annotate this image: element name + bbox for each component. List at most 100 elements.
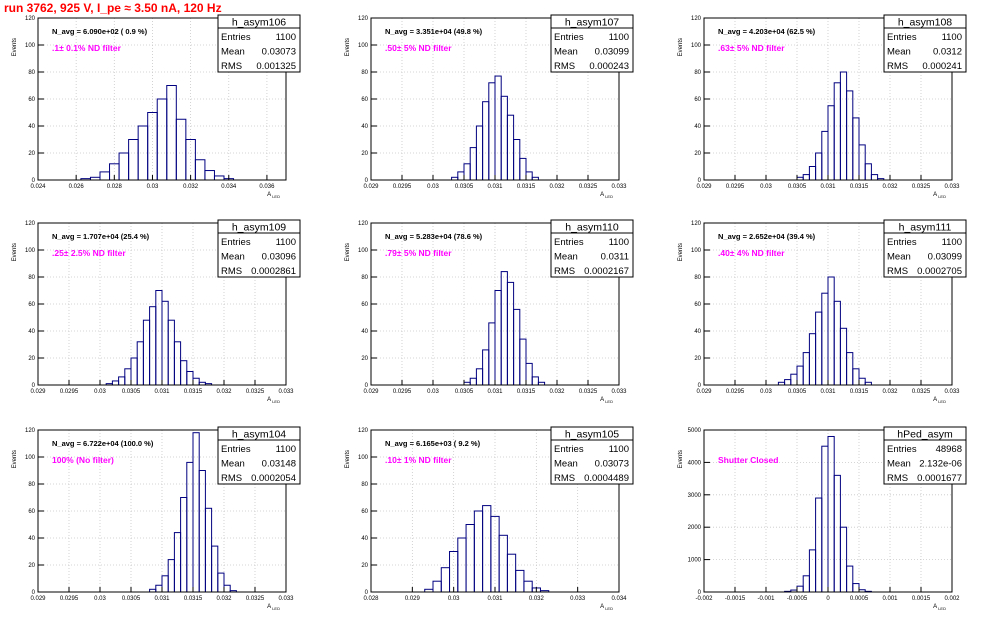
x-tick-label: 0.0295 (60, 389, 79, 395)
stats-box (550, 426, 634, 485)
stats-value: 1100 (609, 444, 629, 455)
stats-box (883, 426, 967, 485)
y-tick-label: 120 (691, 221, 702, 227)
stats-label: Mean (554, 459, 578, 470)
histogram-bin (498, 534, 508, 593)
stats-value: 0.0001677 (917, 473, 962, 484)
x-tick-label: 0.0295 (726, 389, 745, 395)
stats-value: 0.03148 (262, 459, 296, 470)
stats-label: Mean (887, 252, 911, 263)
y-tick-label: 80 (694, 275, 701, 281)
x-tick-label: 0.03 (760, 389, 772, 395)
x-tick-label: 0.0295 (393, 389, 412, 395)
stats-value: 0.03099 (928, 252, 962, 263)
navg-label: N_avg = 5.283e+04 (78.6 %) (385, 232, 483, 241)
stats-value: 0.0311 (601, 252, 629, 263)
y-tick-label: 80 (361, 70, 368, 76)
x-tick-label: 0.0315 (184, 389, 203, 395)
histogram-bin (827, 435, 835, 593)
filter-label: .79± 5% ND filter (385, 248, 452, 258)
x-tick-label: 0.032 (183, 184, 199, 190)
x-tick-label: 0.0295 (60, 596, 79, 602)
histogram-bin (482, 349, 490, 386)
histogram-bin (180, 360, 188, 386)
x-tick-label: 0.0325 (246, 389, 265, 395)
y-axis-title: Events (345, 38, 351, 56)
stats-value: 0.03073 (262, 47, 296, 58)
y-tick-label: 40 (28, 329, 35, 335)
x-tick-label: 0.032 (882, 389, 898, 395)
y-axis-title: Events (12, 450, 18, 468)
histogram-bin (858, 377, 866, 386)
x-tick-label: 0.032 (549, 389, 565, 395)
histogram-panel-h_asym105: 0.028 0.029 0.03 0.031 0.032 0.033 0.034 0 20 40 6… (345, 426, 634, 611)
stats-label: RMS (554, 266, 575, 277)
x-axis-title: A LED (600, 192, 613, 199)
histogram-name: h_asym108 (898, 17, 952, 29)
histogram-bin (167, 559, 175, 593)
histogram-bin (515, 569, 525, 593)
histogram-bin (136, 341, 144, 386)
histogram-bin (852, 117, 860, 181)
stats-box (883, 219, 967, 278)
histogram-bin (796, 585, 804, 593)
filter-label: .10± 1% ND filter (385, 455, 452, 465)
histogram-bin (175, 118, 187, 181)
histogram-bin (513, 139, 521, 181)
histogram-name: h_asym107 (565, 17, 619, 29)
x-tick-label: 0.031 (820, 184, 836, 190)
y-tick-label: 1000 (688, 558, 702, 564)
x-tick-label: 0.032 (216, 596, 232, 602)
y-tick-label: 3000 (688, 493, 702, 499)
histogram-bin (432, 580, 442, 593)
x-tick-label: 0.0315 (184, 596, 203, 602)
stats-box (217, 426, 301, 485)
y-tick-label: 60 (694, 97, 701, 103)
x-tick-label: 0.001 (882, 596, 898, 602)
y-tick-label: 20 (694, 356, 701, 362)
histogram-bin (166, 85, 177, 181)
histogram-bin (802, 352, 810, 386)
stats-value: 1100 (276, 32, 296, 43)
y-tick-label: 4000 (688, 460, 702, 466)
x-tick-label: 0.0325 (579, 184, 598, 190)
y-tick-label: 2000 (688, 525, 702, 531)
stats-label: RMS (554, 473, 575, 484)
stats-label: Mean (887, 459, 911, 470)
filter-label: .63± 5% ND filter (718, 43, 785, 53)
stats-label: Entries (554, 32, 584, 43)
stats-label: RMS (887, 266, 908, 277)
y-tick-label: 60 (361, 97, 368, 103)
y-axis-title: Events (678, 38, 684, 56)
stats-label: RMS (221, 266, 242, 277)
y-tick-label: 5000 (688, 428, 702, 434)
x-tick-label: 0.032 (549, 184, 565, 190)
x-tick-label: 0.0315 (517, 184, 536, 190)
histogram-bin (167, 319, 175, 386)
histogram-bin (147, 112, 158, 181)
histogram-bin (519, 157, 527, 181)
stats-value: 1100 (276, 237, 296, 248)
x-tick-label: 0.03 (94, 596, 106, 602)
y-axis-title: Events (12, 243, 18, 261)
histogram-name: h_asym109 (232, 222, 286, 234)
stats-label: Mean (554, 252, 578, 263)
y-tick-label: 20 (28, 151, 35, 157)
y-tick-label: 100 (25, 455, 36, 461)
histogram-panel-h_asym109: 0.029 0.0295 0.03 0.0305 0.031 0.0315 0.032 0.0… (12, 219, 301, 404)
y-tick-label: 80 (694, 70, 701, 76)
y-axis-title: Events (678, 450, 684, 468)
histogram-bin (821, 130, 829, 181)
y-tick-label: 40 (28, 536, 35, 542)
stats-value: 2.132e-06 (919, 459, 962, 470)
x-tick-label: 0.029 (696, 184, 712, 190)
y-tick-label: 60 (694, 302, 701, 308)
histogram-bin (833, 82, 841, 181)
histogram-bin (118, 152, 130, 181)
stats-label: Entries (887, 237, 917, 248)
navg-label: N_avg = 3.351e+04 (49.8 %) (385, 27, 483, 36)
histogram-bin (204, 507, 213, 593)
histogram-bin (846, 565, 854, 593)
stats-label: Entries (221, 237, 251, 248)
x-tick-label: 0.033 (611, 389, 627, 395)
